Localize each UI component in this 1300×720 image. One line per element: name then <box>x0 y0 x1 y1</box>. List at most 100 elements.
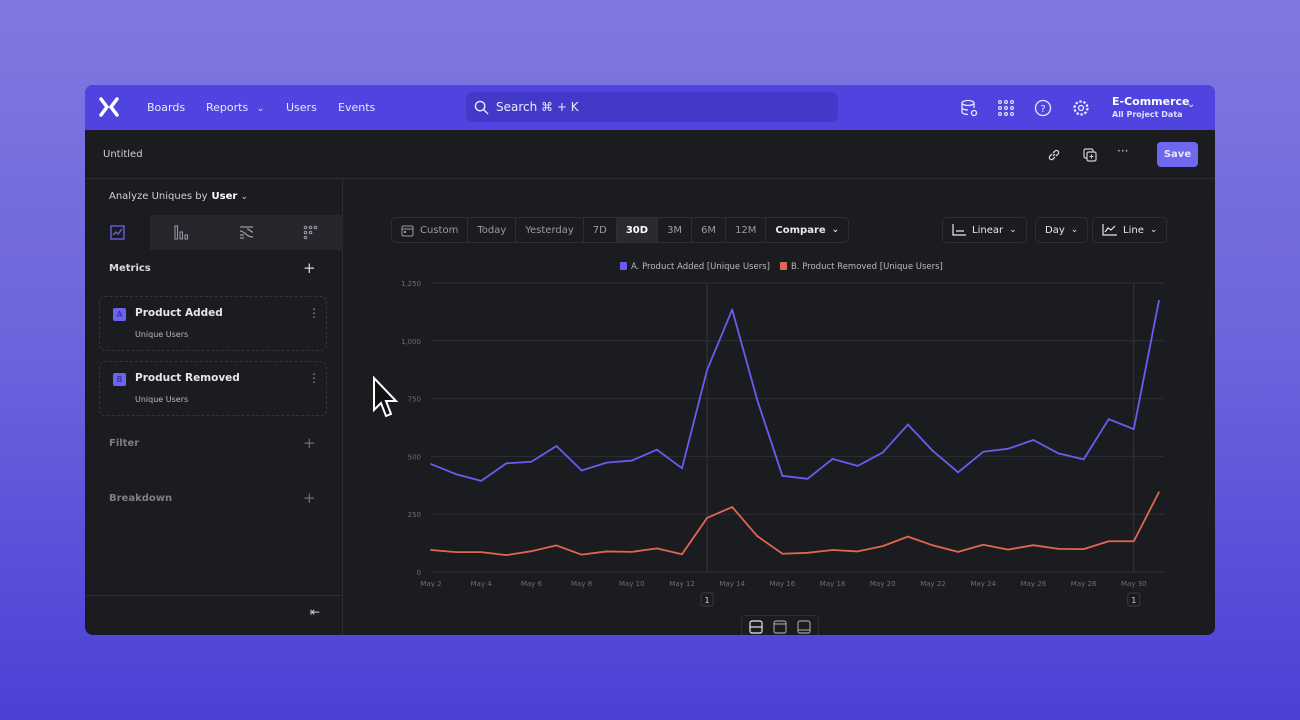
x-tick-label: May 18 <box>820 580 846 588</box>
tab-insights[interactable] <box>85 215 150 250</box>
chevron-down-icon: ⌄ <box>1070 225 1079 235</box>
legend-label: B. Product Removed [Unique Users] <box>790 262 943 272</box>
compare-dropdown[interactable]: Compare ⌄ <box>766 218 848 242</box>
data-point <box>1082 548 1085 551</box>
search-input[interactable]: Search ⌘ + K <box>466 92 838 122</box>
divider <box>85 595 343 596</box>
x-tick-label: May 16 <box>770 580 796 588</box>
series-line-b <box>430 491 1160 557</box>
nav-boards[interactable]: Boards <box>147 101 186 114</box>
compare-label: Compare <box>775 224 826 236</box>
layout-switcher <box>741 615 819 635</box>
help-icon[interactable]: ? <box>1034 99 1052 117</box>
legend-item-b[interactable]: B. Product Removed [Unique Users] <box>779 262 943 272</box>
duplicate-icon[interactable] <box>1083 148 1097 162</box>
range-today[interactable]: Today <box>468 218 517 242</box>
layout-bottom-icon[interactable] <box>794 618 814 635</box>
range-label: 30D <box>625 224 649 236</box>
data-point <box>781 552 784 555</box>
add-breakdown-button[interactable]: + <box>303 489 316 507</box>
y-tick-label: 1,000 <box>401 338 421 346</box>
chart-type-dropdown[interactable]: Line ⌄ <box>1092 217 1168 243</box>
gear-icon[interactable] <box>1072 99 1090 117</box>
data-point <box>555 544 558 547</box>
logo-icon[interactable] <box>99 97 119 117</box>
chevron-down-icon[interactable]: ⌄ <box>1187 99 1196 110</box>
layout-split-icon[interactable] <box>746 618 766 635</box>
database-settings-icon[interactable] <box>960 99 978 117</box>
x-tick-label: May 14 <box>719 580 745 588</box>
range-label: Yesterday <box>525 224 574 236</box>
analyze-by[interactable]: Analyze Uniques by User ⌄ <box>109 191 248 202</box>
x-tick-label: May 2 <box>420 580 441 588</box>
y-tick-label: 500 <box>408 453 421 461</box>
range-7d[interactable]: 7D <box>584 218 617 242</box>
nav-reports[interactable]: Reports ⌄ <box>206 101 264 114</box>
retention-grid-icon <box>303 225 318 240</box>
project-selector[interactable]: E-Commerce All Project Data <box>1112 95 1190 119</box>
search-placeholder: Search ⌘ + K <box>496 100 579 114</box>
x-tick-label: May 20 <box>870 580 896 588</box>
legend-item-a[interactable]: A. Product Added [Unique Users] <box>620 262 770 272</box>
data-point <box>1057 452 1060 455</box>
report-title[interactable]: Untitled <box>103 149 143 160</box>
apps-grid-icon[interactable] <box>997 99 1015 117</box>
link-icon[interactable] <box>1047 148 1061 162</box>
tab-retention[interactable] <box>278 215 343 250</box>
layout-top-icon[interactable] <box>770 618 790 635</box>
metric-badge: B <box>113 373 126 386</box>
metrics-heading: Metrics <box>109 263 151 274</box>
nav-users[interactable]: Users <box>286 101 317 114</box>
range-6m[interactable]: 6M <box>692 218 727 242</box>
data-point <box>1007 447 1010 450</box>
metric-measure[interactable]: Unique Users <box>135 330 189 339</box>
y-tick-label: 250 <box>408 511 421 519</box>
kebab-menu-icon[interactable]: ⋮ <box>308 306 320 320</box>
search-icon <box>474 100 489 115</box>
data-point <box>1158 299 1160 302</box>
data-point <box>605 461 608 464</box>
data-point <box>1007 548 1010 551</box>
range-label: 12M <box>735 224 757 236</box>
kebab-menu-icon[interactable]: ⋮ <box>308 371 320 385</box>
metric-card[interactable]: A Product Added Unique Users ⋮ <box>99 296 327 351</box>
y-tick-label: 1,250 <box>401 280 421 288</box>
chevron-down-icon: ⌄ <box>1149 225 1158 235</box>
data-point <box>630 459 633 462</box>
range-yesterday[interactable]: Yesterday <box>516 218 584 242</box>
tab-flows[interactable] <box>214 215 279 250</box>
data-point <box>957 550 959 553</box>
tab-funnels[interactable] <box>149 215 214 250</box>
project-name: E-Commerce <box>1112 95 1190 108</box>
save-button[interactable]: Save <box>1157 142 1198 167</box>
range-label: Custom <box>420 224 459 236</box>
analyze-value: User <box>211 191 238 202</box>
x-tick-label: May 24 <box>970 580 996 588</box>
x-tick-label: May 10 <box>619 580 645 588</box>
range-30d[interactable]: 30D <box>616 218 659 242</box>
metric-card[interactable]: B Product Removed Unique Users ⋮ <box>99 361 327 416</box>
more-options-icon[interactable]: ··· <box>1117 144 1129 158</box>
data-point <box>530 550 533 553</box>
add-metric-button[interactable]: + <box>303 259 316 277</box>
bar-chart-icon <box>174 225 189 240</box>
data-point <box>455 551 457 554</box>
range-label: 6M <box>701 224 717 236</box>
range-12m[interactable]: 12M <box>726 218 767 242</box>
data-point <box>580 469 583 472</box>
collapse-sidebar-icon[interactable]: ⇤ <box>310 605 321 619</box>
nav-events[interactable]: Events <box>338 101 376 114</box>
legend-swatch <box>779 262 787 270</box>
add-filter-button[interactable]: + <box>303 434 316 452</box>
range-custom[interactable]: Custom <box>392 218 469 242</box>
app-window: Boards Reports ⌄ Users Events Search ⌘ +… <box>85 85 1215 635</box>
scale-dropdown[interactable]: Linear ⌄ <box>942 217 1027 243</box>
metric-measure[interactable]: Unique Users <box>135 395 189 404</box>
data-point <box>831 458 834 460</box>
annotation-marker <box>700 592 714 607</box>
interval-dropdown[interactable]: Day ⌄ <box>1035 217 1089 243</box>
data-point <box>1082 458 1085 461</box>
chart-type-value: Line <box>1123 224 1144 236</box>
metric-name: Product Added <box>135 307 223 319</box>
range-3m[interactable]: 3M <box>658 218 693 242</box>
